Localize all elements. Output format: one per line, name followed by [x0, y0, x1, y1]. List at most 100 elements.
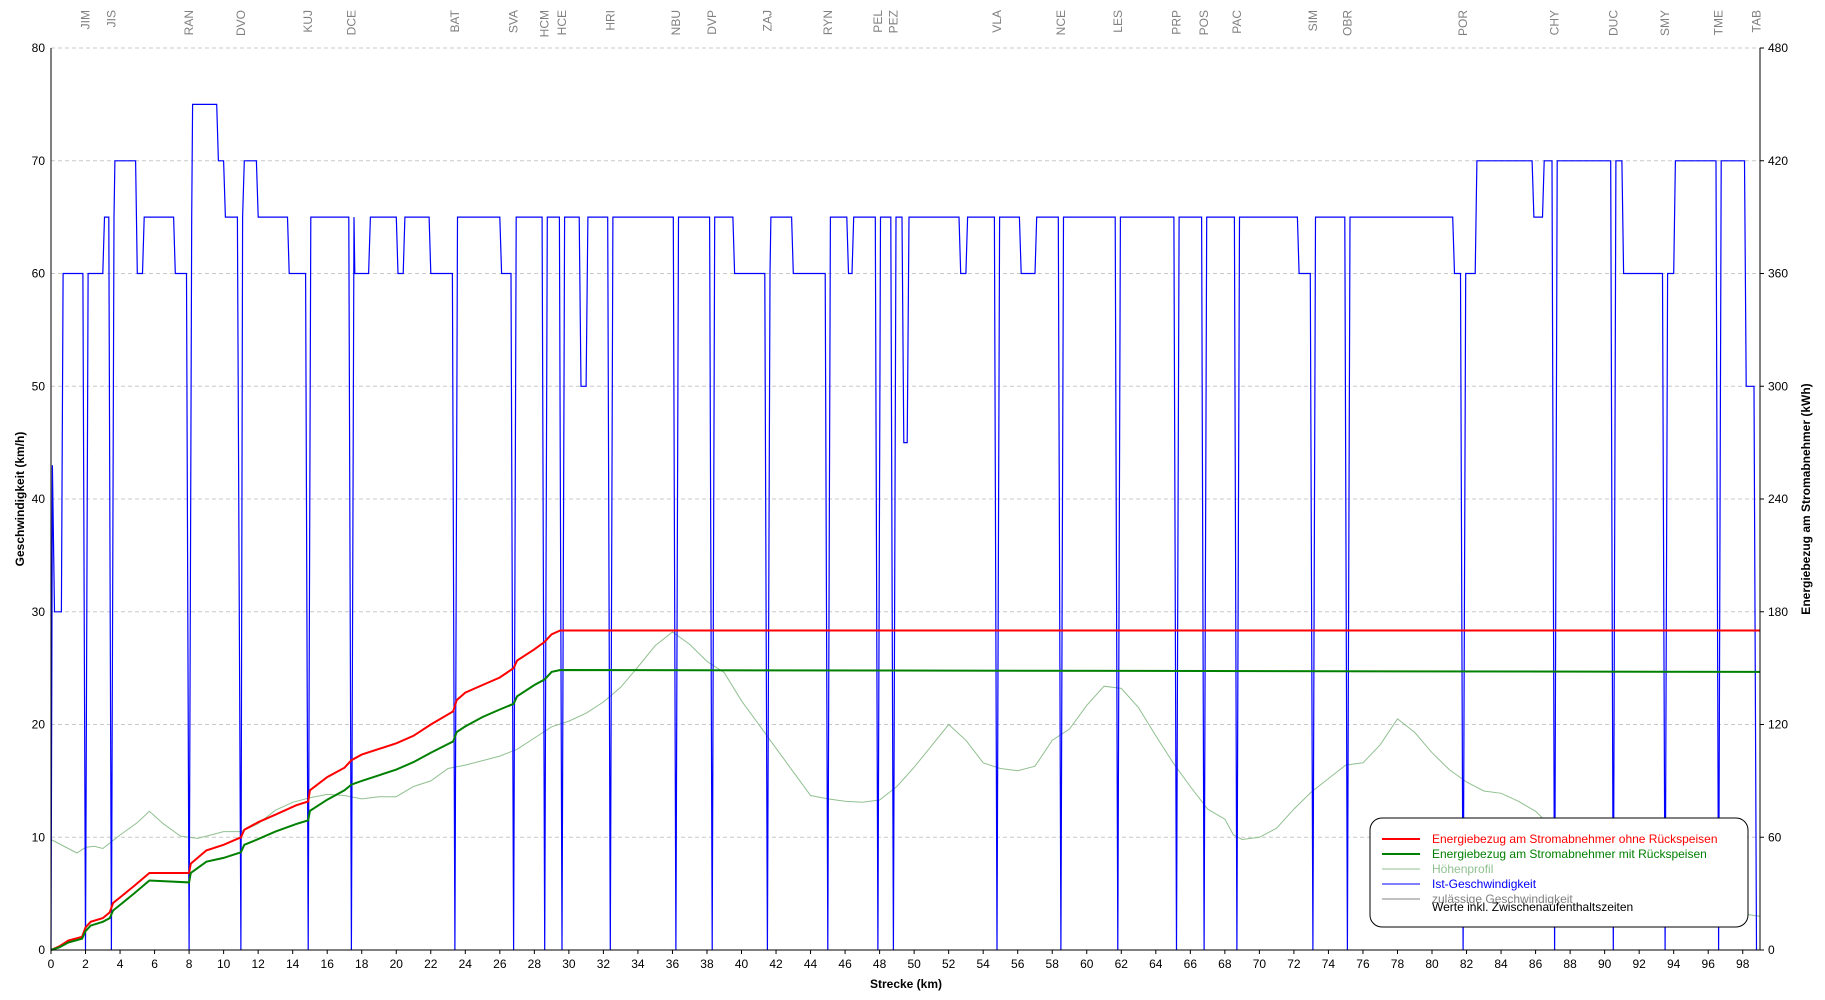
station-label: DVO — [234, 10, 248, 36]
y2-tick-label: 60 — [1768, 830, 1782, 844]
y-tick-label: 80 — [32, 41, 46, 55]
x-tick-label: 92 — [1632, 957, 1646, 971]
station-label: SMY — [1658, 10, 1672, 36]
x-axis-title: Strecke (km) — [870, 977, 942, 991]
x-tick-label: 74 — [1322, 957, 1336, 971]
x-tick-label: 8 — [186, 957, 193, 971]
station-label: POR — [1456, 10, 1470, 36]
x-tick-label: 56 — [1011, 957, 1025, 971]
legend-entries: Energiebezug am Stromabnehmer ohne Rücks… — [1382, 832, 1718, 906]
x-tick-label: 40 — [735, 957, 749, 971]
x-tick-label: 18 — [355, 957, 369, 971]
x-tick-label: 24 — [459, 957, 473, 971]
x-tick-label: 68 — [1218, 957, 1232, 971]
y2-tick-label: 120 — [1768, 718, 1788, 732]
x-tick-label: 48 — [873, 957, 887, 971]
x-tick-label: 32 — [597, 957, 611, 971]
y-tick-label: 60 — [32, 267, 46, 281]
series-line-1 — [50, 668, 1761, 951]
x-tick-label: 80 — [1425, 957, 1439, 971]
station-label: KUJ — [301, 10, 315, 33]
x-tick-label: 76 — [1356, 957, 1370, 971]
station-label: OBR — [1340, 10, 1354, 36]
station-labels: JIM JIS RAN DVO KUJ DCE BAT SVA HCM HCE HRI NBU DVP Z… — [79, 9, 1764, 37]
station-label: TME — [1712, 10, 1726, 35]
y2-tick-label: 240 — [1768, 492, 1788, 506]
x-tick-label: 14 — [286, 957, 300, 971]
x-tick-label: 38 — [700, 957, 714, 971]
station-label: SVA — [507, 10, 521, 33]
x-tick-label: 94 — [1667, 957, 1681, 971]
axes-layer: 0102030405060708006012018024030036042048… — [32, 41, 1789, 971]
x-tick-label: 12 — [251, 957, 265, 971]
x-tick-label: 84 — [1494, 957, 1508, 971]
station-label: SIM — [1306, 10, 1320, 31]
series-line-0 — [50, 629, 1760, 951]
series-layer — [50, 103, 1761, 951]
x-tick-label: 0 — [48, 957, 55, 971]
station-label: PEL — [871, 10, 885, 33]
station-label: HRI — [603, 10, 617, 31]
station-label: DUC — [1606, 10, 1620, 36]
x-tick-label: 98 — [1736, 957, 1750, 971]
station-label: ZAJ — [760, 10, 774, 31]
legend-box — [1369, 817, 1749, 928]
x-tick-label: 16 — [321, 957, 335, 971]
x-tick-label: 46 — [838, 957, 852, 971]
station-label: NCE — [1054, 10, 1068, 35]
x-tick-label: 4 — [117, 957, 124, 971]
y-tick-label: 20 — [32, 718, 46, 732]
station-label: NBU — [669, 10, 683, 35]
x-tick-label: 20 — [390, 957, 404, 971]
y-tick-label: 30 — [32, 605, 46, 619]
station-label: PRP — [1170, 10, 1184, 35]
x-tick-label: 36 — [666, 957, 680, 971]
x-tick-label: 82 — [1460, 957, 1474, 971]
y2-tick-label: 480 — [1768, 41, 1788, 55]
station-label: CHY — [1548, 10, 1562, 35]
x-tick-label: 30 — [562, 957, 576, 971]
x-tick-label: 70 — [1253, 957, 1267, 971]
x-tick-label: 22 — [424, 957, 438, 971]
x-tick-label: 6 — [151, 957, 158, 971]
station-label: HCM — [538, 10, 552, 37]
station-label: DCE — [344, 10, 358, 35]
station-label: VLA — [990, 10, 1004, 33]
x-tick-label: 2 — [82, 957, 89, 971]
x-tick-label: 72 — [1287, 957, 1301, 971]
station-label: LES — [1111, 10, 1125, 33]
station-label: PEZ — [886, 10, 900, 33]
y-tick-label: 0 — [38, 943, 45, 957]
x-tick-label: 64 — [1149, 957, 1163, 971]
station-label: TAB — [1750, 10, 1764, 32]
x-tick-label: 90 — [1598, 957, 1612, 971]
y-tick-label: 10 — [32, 830, 46, 844]
station-label: HCE — [555, 10, 569, 35]
y2-axis-title: Energiebezug am Stromabnehmer (kWh) — [1799, 383, 1813, 614]
station-label: RAN — [182, 10, 196, 35]
station-label: JIS — [104, 10, 118, 27]
legend-note: Werte inkl. Zwischenaufenthaltszeiten — [1432, 900, 1633, 914]
x-tick-label: 44 — [804, 957, 818, 971]
legend-entry-label: Höhenprofil — [1432, 862, 1493, 876]
x-tick-label: 10 — [217, 957, 231, 971]
x-tick-label: 58 — [1046, 957, 1060, 971]
y-axis-title: Geschwindigkeit (km/h) — [13, 432, 27, 567]
station-label: RYN — [821, 10, 835, 35]
x-tick-label: 78 — [1391, 957, 1405, 971]
legend-entry-label: zulässige Geschwindigkeit — [1432, 892, 1573, 906]
y2-tick-label: 300 — [1768, 379, 1788, 393]
legend-entry-label: Ist-Geschwindigkeit — [1432, 877, 1537, 891]
y2-tick-label: 360 — [1768, 267, 1788, 281]
x-tick-label: 52 — [942, 957, 956, 971]
y-tick-label: 50 — [32, 379, 46, 393]
x-tick-label: 86 — [1529, 957, 1543, 971]
x-tick-label: 42 — [769, 957, 783, 971]
x-tick-label: 34 — [631, 957, 645, 971]
x-tick-label: 62 — [1115, 957, 1129, 971]
legend-entry-label: Energiebezug am Stromabnehmer ohne Rücks… — [1432, 832, 1718, 846]
station-label: DVP — [705, 10, 719, 35]
x-tick-label: 60 — [1080, 957, 1094, 971]
